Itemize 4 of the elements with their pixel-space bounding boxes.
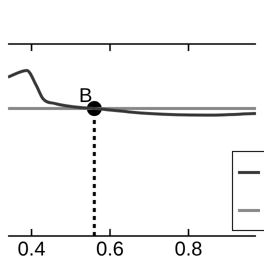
annotation: B (78, 85, 92, 108)
x-tick-label: 0.8 (174, 238, 202, 261)
x-tick-label: 0.4 (18, 238, 46, 261)
x-tick-label: 0.6 (96, 238, 124, 261)
